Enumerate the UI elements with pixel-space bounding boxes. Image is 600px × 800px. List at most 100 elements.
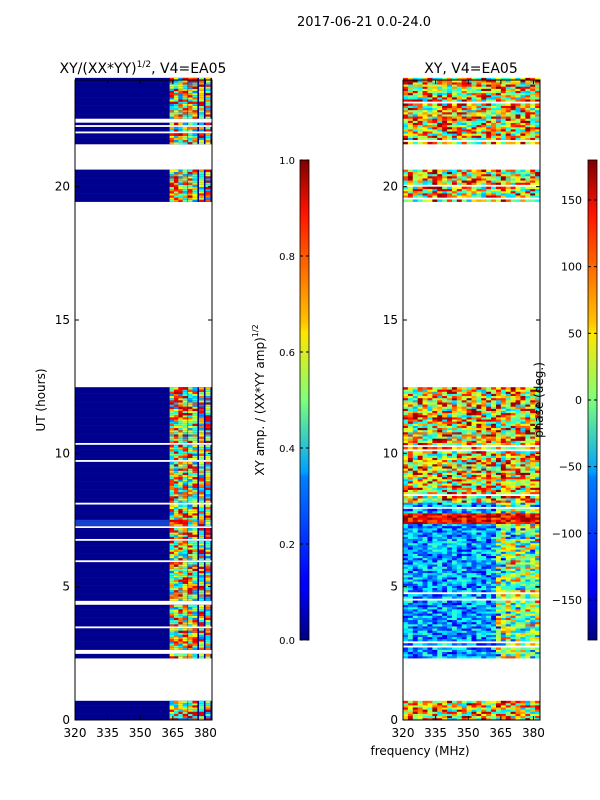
heatmap-cell (471, 555, 477, 559)
heatmap-cell (412, 540, 419, 544)
rfi-cell (205, 395, 211, 399)
heatmap-cell (437, 464, 443, 467)
heatmap-cell (486, 615, 492, 618)
heatmap-cell (505, 568, 512, 571)
heatmap-cell (520, 656, 526, 659)
heatmap-cell (525, 624, 531, 627)
heatmap-cell (412, 609, 419, 612)
heatmap-cell (515, 519, 521, 522)
heatmap-cell (456, 713, 463, 717)
heatmap-cell (530, 485, 536, 488)
heatmap-cell (530, 487, 536, 490)
heatmap-row (75, 717, 212, 721)
heatmap-cell (432, 502, 438, 505)
heatmap-cell (456, 574, 463, 578)
heatmap-cell (417, 643, 423, 646)
heatmap-cell (432, 434, 438, 437)
heatmap-cell (442, 423, 448, 426)
rfi-cell (178, 628, 184, 631)
heatmap-cell (417, 551, 423, 554)
heatmap-cell (500, 429, 507, 433)
heatmap-cell (495, 496, 502, 499)
heatmap-row (75, 521, 212, 525)
rfi-cell (169, 86, 175, 89)
heatmap-cell (466, 502, 472, 505)
heatmap-cell (437, 589, 443, 593)
heatmap-cell (535, 555, 541, 559)
heatmap-cell (461, 609, 468, 612)
rfi-cell (182, 176, 188, 179)
rfi-cell (178, 421, 184, 424)
heatmap-cell (461, 604, 468, 608)
rfi-cell (182, 568, 188, 571)
rfi-cell (192, 609, 198, 612)
heatmap-cell (461, 496, 468, 499)
heatmap-cell (495, 621, 502, 625)
heatmap-cell (481, 446, 487, 450)
heatmap-row (75, 585, 212, 589)
heatmap-cell (427, 423, 433, 426)
rfi-cell (188, 540, 194, 544)
rfi-cell (198, 587, 204, 591)
heatmap-cell (530, 453, 536, 456)
rfi-cell (188, 199, 194, 202)
rfi-cell (188, 551, 194, 554)
heatmap-cell (515, 464, 521, 467)
heatmap-cell (530, 464, 536, 467)
heatmap-cell (417, 594, 423, 597)
rfi-cell (178, 472, 184, 475)
rfi-cell (188, 126, 194, 130)
rfi-cell (188, 169, 194, 173)
heatmap-cell (510, 446, 516, 450)
heatmap-cell (530, 440, 536, 443)
rfi-cell (192, 427, 198, 431)
rfi-cell (169, 641, 175, 644)
heatmap-cell (412, 602, 419, 606)
heatmap-cell (461, 423, 468, 426)
heatmap-cell (412, 419, 419, 422)
heatmap-cell (451, 606, 458, 610)
heatmap-cell (466, 651, 472, 655)
rfi-cell (182, 521, 188, 525)
rfi-cell (192, 417, 198, 420)
heatmap-cell (500, 707, 507, 710)
heatmap-cell (466, 594, 472, 597)
heatmap-cell (412, 702, 419, 706)
heatmap-cell (432, 517, 438, 520)
heatmap-cell (495, 609, 502, 612)
rfi-cell (169, 389, 175, 392)
heatmap-cell (491, 619, 497, 623)
rfi-cell (205, 634, 211, 638)
heatmap-cell (466, 653, 472, 657)
rfi-cell (182, 606, 188, 610)
heatmap-cell (456, 547, 463, 550)
heatmap-cell (520, 429, 526, 433)
heatmap-cell (510, 613, 516, 616)
rfi-cell (173, 184, 179, 187)
heatmap-cell (403, 632, 409, 635)
rfi-cell (192, 470, 198, 473)
heatmap-cell (432, 457, 438, 461)
heatmap-row (75, 453, 212, 456)
rfi-cell (178, 387, 184, 390)
heatmap-cell (535, 547, 541, 550)
heatmap-cell (476, 619, 482, 623)
heatmap-cell (466, 700, 472, 704)
heatmap-cell (447, 713, 453, 717)
heatmap-cell (437, 466, 443, 469)
heatmap-row (75, 389, 212, 392)
rfi-cell (173, 478, 179, 482)
heatmap-cell (427, 540, 433, 544)
heatmap-cell (412, 515, 419, 518)
rfi-cell (205, 596, 211, 599)
heatmap-row (75, 419, 212, 422)
rfi-cell (198, 105, 204, 109)
rfi-cell (182, 613, 188, 616)
rfi-cell (173, 476, 179, 480)
heatmap-cell (417, 521, 423, 525)
heatmap-cell (437, 455, 443, 458)
heatmap-cell (530, 626, 536, 629)
heatmap-row (75, 609, 212, 612)
heatmap-cell (510, 705, 516, 708)
rfi-cell (192, 84, 198, 87)
